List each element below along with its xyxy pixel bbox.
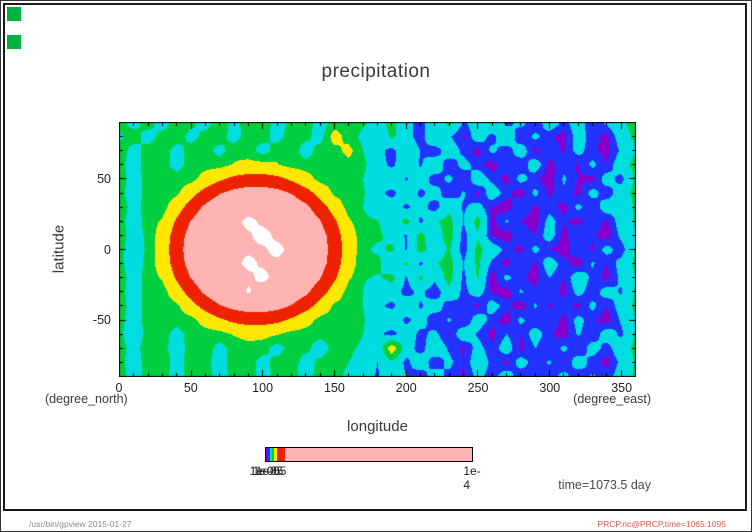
corner-marker-icon <box>7 7 21 21</box>
y-axis-label: latitude <box>50 224 68 274</box>
contour-map-canvas <box>119 122 636 377</box>
x-tick-50: 50 <box>183 381 198 395</box>
colorbar-segment <box>277 448 285 461</box>
corner-marker-icon <box>7 35 21 49</box>
x-tick-300: 300 <box>539 381 561 395</box>
y-tick--50: -50 <box>92 313 111 328</box>
x-tick-250: 250 <box>467 381 489 395</box>
x-axis-unit: (degree_east) <box>573 392 651 406</box>
colorbar-segment <box>268 448 270 461</box>
colorbar-segment <box>266 448 268 461</box>
x-axis-label: longitude <box>347 418 408 435</box>
y-axis-unit: (degree_north) <box>45 392 128 406</box>
colorbar-min-label: 1e-05 <box>255 464 287 478</box>
time-annotation: time=1073.5 day <box>558 478 651 492</box>
colorbar-min-label: 1e-05 <box>249 464 281 478</box>
plot-title: precipitation <box>321 61 431 82</box>
x-tick-150: 150 <box>323 381 345 395</box>
colorbar: 1e-05 1e-05 1e-05 1e-4 <box>250 447 481 492</box>
colorbar-segment <box>270 448 272 461</box>
y-tick-50: 50 <box>97 171 111 186</box>
plot-frame-border <box>3 3 747 511</box>
x-tick-0: 0 <box>115 381 123 395</box>
y-tick-0: 0 <box>104 242 111 257</box>
colorbar-min-label: 1e-05 <box>252 464 284 478</box>
footer-dataset: PRCP.nc@PRCP,time=1065:1095 <box>597 519 726 529</box>
colorbar-segment <box>285 448 472 461</box>
plot-area: 0 50 100 150 200 250 300 350 -50 0 50 <box>93 122 636 395</box>
colorbar-gradient <box>265 447 473 462</box>
footer-command: /usr/bin/gpview 2015-01-27 <box>29 519 132 529</box>
x-tick-100: 100 <box>252 381 274 395</box>
colorbar-segment <box>274 448 277 461</box>
colorbar-segment <box>272 448 274 461</box>
x-tick-350: 350 <box>611 381 633 395</box>
y-tick-labels: -50 0 50 <box>69 122 111 377</box>
colorbar-max-label: 1e-4 <box>463 464 481 492</box>
x-tick-labels: 0 50 100 150 200 250 300 350 <box>115 377 636 395</box>
x-tick-200: 200 <box>395 381 417 395</box>
